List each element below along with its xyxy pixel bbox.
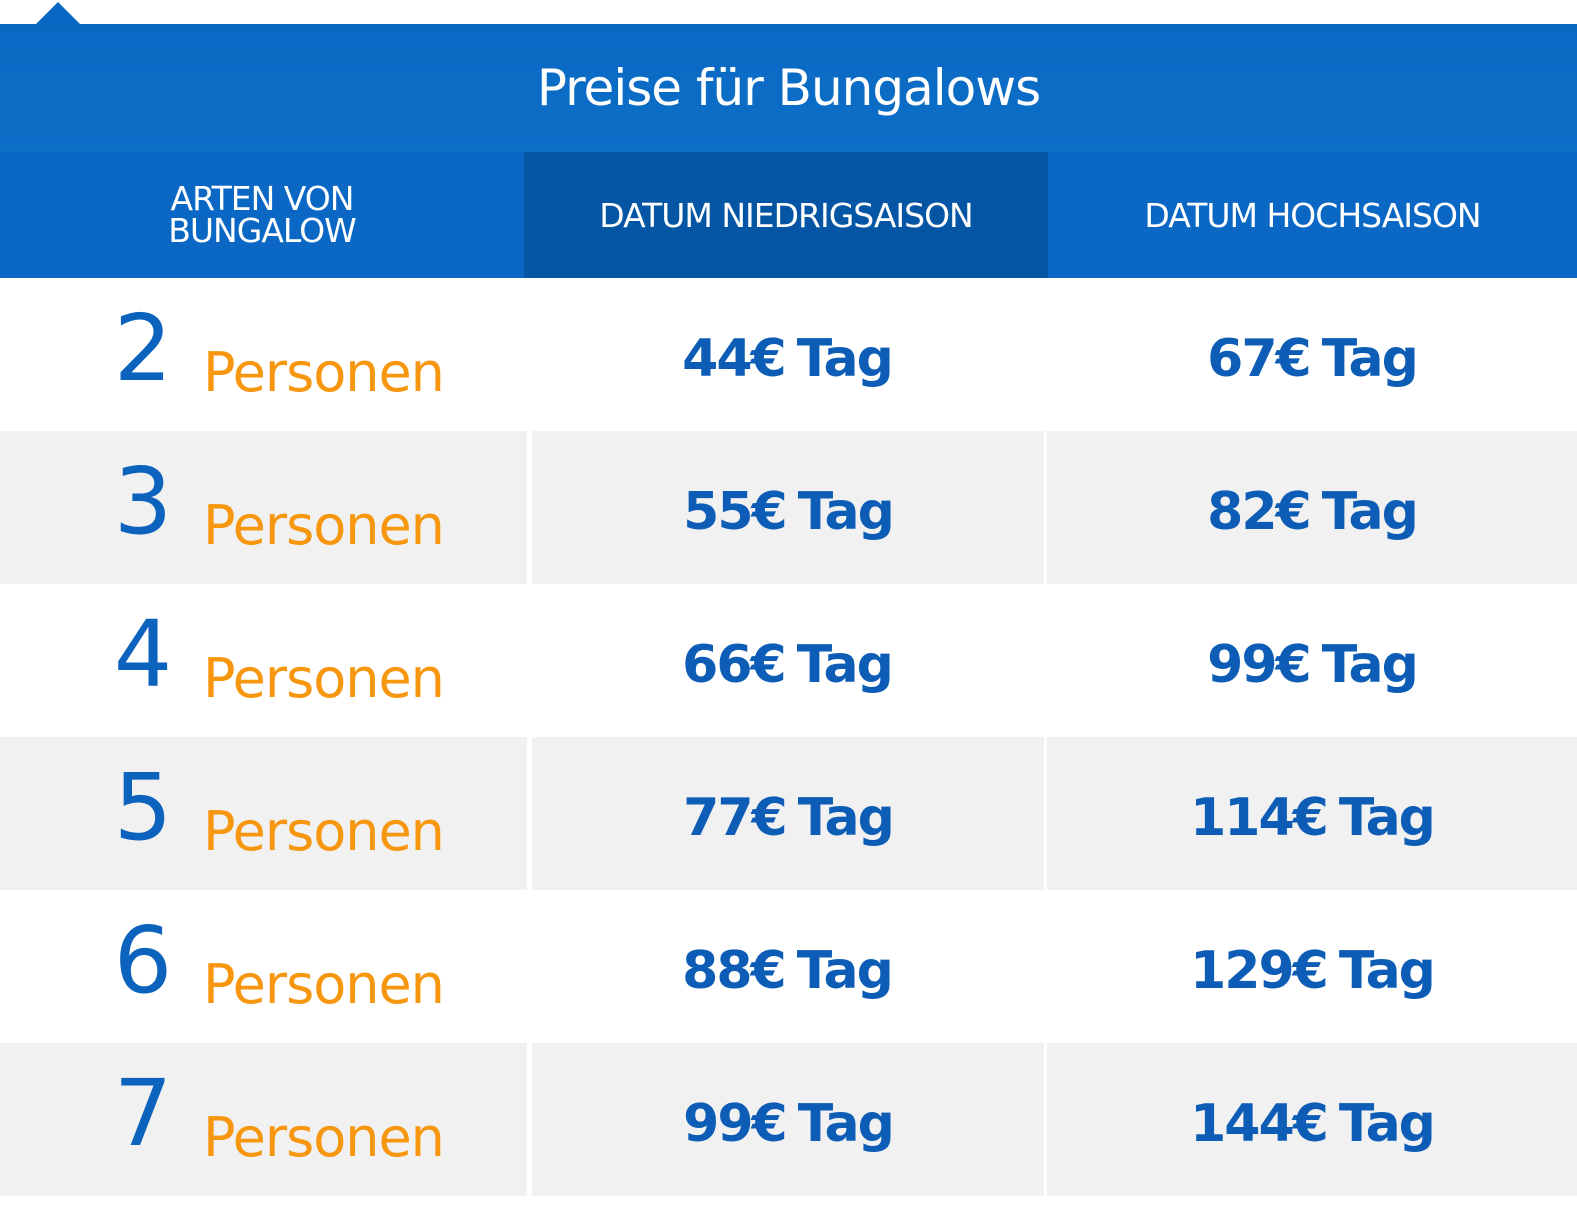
price-unit: Tag: [1338, 787, 1436, 848]
persons-label: Personen: [203, 800, 445, 863]
person-count: 6: [113, 907, 173, 1014]
high-season-price: 129€: [1190, 940, 1329, 1001]
low-season-price: 88€: [682, 940, 787, 1001]
price-unit: Tag: [1321, 634, 1419, 695]
table-body: 2 Personen 44€ Tag 67€ Tag 3 Personen 55€ T…: [0, 278, 1577, 1196]
bungalow-type-cell: 3 Personen: [0, 431, 527, 584]
table-row: 2 Personen 44€ Tag 67€ Tag: [0, 278, 1577, 431]
high-season-price: 99€: [1207, 634, 1312, 695]
high-season-price: 67€: [1207, 328, 1312, 389]
high-season-price: 114€: [1190, 787, 1329, 848]
low-season-price-cell: 88€ Tag: [527, 890, 1047, 1043]
table-title: Preise für Bungalows: [0, 24, 1577, 152]
person-count: 3: [113, 448, 173, 555]
low-season-price-cell: 44€ Tag: [527, 278, 1047, 431]
table-row: 5 Personen 77€ Tag 114€ Tag: [0, 737, 1577, 890]
person-count: 2: [113, 295, 173, 402]
person-count: 5: [113, 754, 173, 861]
header-type-line-2: BUNGALOW: [168, 211, 356, 250]
header-bungalow-type: ARTEN VON BUNGALOW: [0, 152, 524, 278]
table-row: 3 Personen 55€ Tag 82€ Tag: [0, 431, 1577, 584]
price-unit: Tag: [797, 787, 895, 848]
high-season-price-cell: 82€ Tag: [1047, 431, 1577, 584]
price-unit: Tag: [797, 1093, 895, 1154]
bungalow-type-cell: 5 Personen: [0, 737, 527, 890]
low-season-price: 77€: [683, 787, 788, 848]
table-row: 7 Personen 99€ Tag 144€ Tag: [0, 1043, 1577, 1196]
price-unit: Tag: [797, 481, 895, 542]
low-season-price-cell: 66€ Tag: [527, 584, 1047, 737]
bungalow-type-cell: 2 Personen: [0, 278, 527, 431]
table-row: 6 Personen 88€ Tag 129€ Tag: [0, 890, 1577, 1043]
high-season-price-cell: 114€ Tag: [1047, 737, 1577, 890]
header-low-season: DATUM NIEDRIGSAISON: [524, 152, 1048, 278]
bungalow-type-cell: 7 Personen: [0, 1043, 527, 1196]
price-unit: Tag: [1321, 328, 1419, 389]
pointer-notch: [35, 2, 81, 25]
price-unit: Tag: [1338, 1093, 1436, 1154]
persons-label: Personen: [203, 647, 445, 710]
persons-label: Personen: [203, 494, 445, 557]
price-unit: Tag: [796, 940, 894, 1001]
low-season-price-cell: 99€ Tag: [527, 1043, 1047, 1196]
person-count: 7: [113, 1060, 173, 1167]
high-season-price-cell: 99€ Tag: [1047, 584, 1577, 737]
price-unit: Tag: [796, 328, 894, 389]
high-season-price-cell: 144€ Tag: [1047, 1043, 1577, 1196]
high-season-price-cell: 129€ Tag: [1047, 890, 1577, 1043]
table-row: 4 Personen 66€ Tag 99€ Tag: [0, 584, 1577, 737]
header-high-season: DATUM HOCHSAISON: [1048, 152, 1577, 278]
person-count: 4: [113, 601, 173, 708]
low-season-price: 66€: [682, 634, 787, 695]
persons-label: Personen: [203, 341, 445, 404]
price-unit: Tag: [1338, 940, 1436, 1001]
persons-label: Personen: [203, 1106, 445, 1169]
low-season-price-cell: 77€ Tag: [527, 737, 1047, 890]
price-unit: Tag: [1321, 481, 1419, 542]
bungalow-type-cell: 4 Personen: [0, 584, 527, 737]
low-season-price: 55€: [683, 481, 788, 542]
high-season-price-cell: 67€ Tag: [1047, 278, 1577, 431]
header-type-line-1: ARTEN VON: [170, 179, 355, 218]
high-season-price: 144€: [1190, 1093, 1329, 1154]
low-season-price: 44€: [682, 328, 787, 389]
high-season-price: 82€: [1207, 481, 1312, 542]
header-row: ARTEN VON BUNGALOW DATUM NIEDRIGSAISON D…: [0, 152, 1577, 278]
price-unit: Tag: [796, 634, 894, 695]
low-season-price: 99€: [683, 1093, 788, 1154]
low-season-price-cell: 55€ Tag: [527, 431, 1047, 584]
bungalow-type-cell: 6 Personen: [0, 890, 527, 1043]
persons-label: Personen: [203, 953, 445, 1016]
